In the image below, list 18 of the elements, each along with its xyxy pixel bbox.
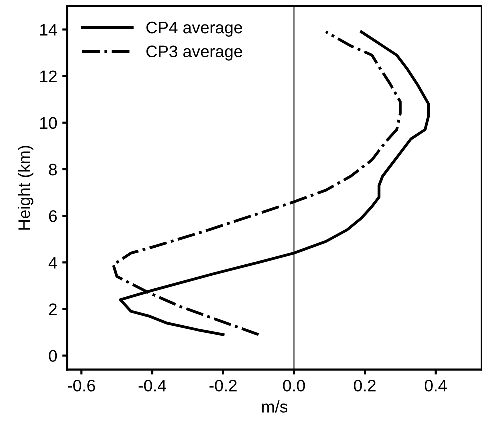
y-tick-label: 14: [40, 24, 58, 36]
x-axis-title: m/s: [262, 400, 288, 413]
y-tick-label: 4: [48, 257, 58, 269]
x-tick-label: 0.2: [354, 380, 376, 392]
x-tick-label: -0.4: [138, 380, 166, 392]
legend-label: CP4 average: [146, 22, 242, 37]
x-tick-label: -0.6: [68, 380, 96, 392]
y-tick-label: 0: [49, 350, 58, 362]
y-axis-title: Height (km): [18, 146, 34, 230]
x-tick-label: 0.4: [425, 380, 448, 392]
legend-label: CP3 average: [146, 46, 242, 61]
y-tick-label: 8: [49, 164, 58, 176]
y-tick-label: 2: [49, 304, 57, 316]
y-tick-label: 10: [40, 117, 58, 130]
y-tick-label: 6: [49, 210, 58, 222]
x-tick-label: 0.0: [283, 380, 306, 392]
x-tick-label: -0.2: [210, 380, 237, 392]
y-tick-label: 12: [40, 70, 57, 82]
